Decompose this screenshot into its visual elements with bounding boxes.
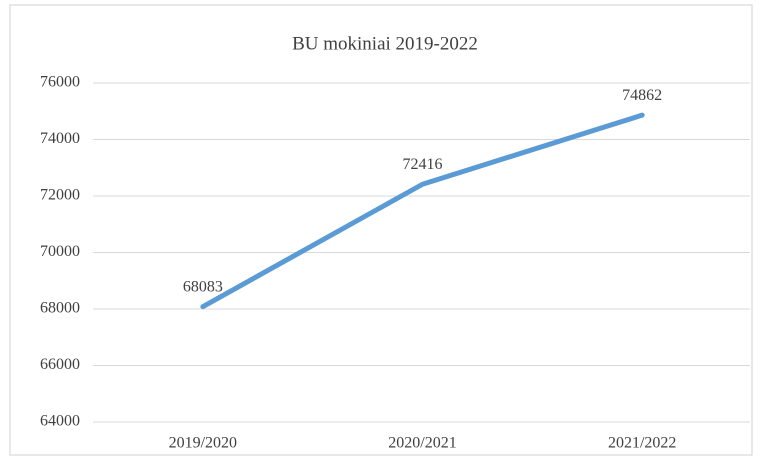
y-tick-label: 74000 <box>40 130 80 147</box>
data-label: 68083 <box>183 278 223 295</box>
data-label: 72416 <box>403 156 443 173</box>
y-tick-label: 76000 <box>40 74 80 91</box>
x-tick-label: 2020/2021 <box>388 435 456 452</box>
y-tick-label: 72000 <box>40 187 80 204</box>
y-tick-label: 70000 <box>40 243 80 260</box>
x-tick-label: 2021/2022 <box>608 435 676 452</box>
chart-title: BU mokiniai 2019-2022 <box>292 33 478 54</box>
y-tick-label: 66000 <box>40 356 80 373</box>
chart-frame <box>9 4 753 456</box>
data-line <box>200 112 645 310</box>
y-tick-label: 68000 <box>40 300 80 317</box>
x-tick-label: 2019/2020 <box>169 435 237 452</box>
data-label: 74862 <box>622 87 662 104</box>
y-tick-label: 64000 <box>40 413 80 430</box>
